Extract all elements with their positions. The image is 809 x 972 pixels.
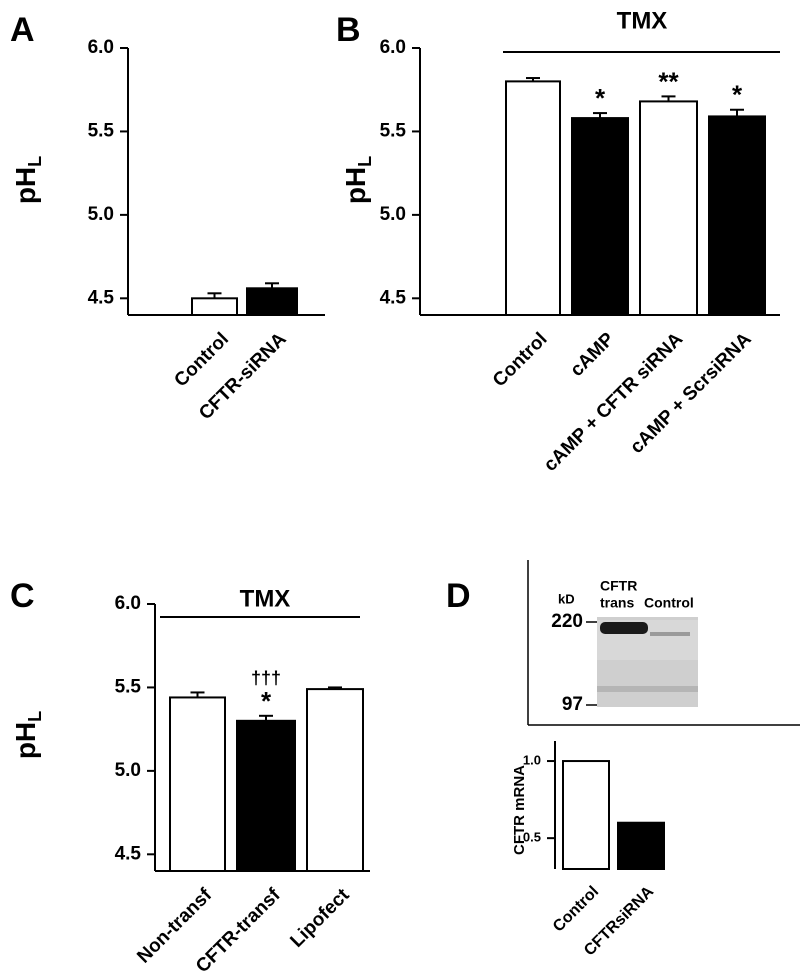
y-axis-label-main: pH: [10, 722, 41, 759]
y-tick-label: 6.0: [380, 37, 406, 58]
y-axis-label-subscript: L: [25, 156, 45, 167]
x-tick-label: cAMP + CFTR siRNA: [540, 329, 687, 476]
bar: [306, 688, 364, 873]
bar: [169, 696, 226, 873]
bar: [617, 821, 665, 870]
y-axis-label: pHL: [10, 711, 44, 759]
y-tick-label: 4.5: [115, 843, 142, 864]
y-tick-label: 5.5: [380, 120, 407, 141]
bar: [708, 115, 766, 316]
x-tick-label: Control: [550, 883, 602, 935]
y-axis-label: pHL: [340, 156, 374, 204]
y-axis-label-main: pH: [10, 167, 41, 204]
y-axis-label: pHL: [10, 156, 44, 204]
y-axis-label-main: CFTR mRNA: [511, 765, 528, 855]
blot-lane-label: CFTR: [600, 578, 637, 594]
y-tick-label: 4.5: [88, 287, 115, 308]
significance-mark: †††: [251, 668, 281, 688]
bar: [191, 297, 238, 316]
x-tick-label: cAMP: [566, 329, 618, 381]
bar: [571, 117, 629, 317]
blot-image: [527, 560, 800, 726]
panel-label: D: [446, 577, 471, 615]
y-tick-label: 6.0: [115, 593, 141, 614]
significance-mark: *: [595, 83, 606, 113]
panel-label: B: [336, 11, 361, 49]
bracket-label: TMX: [617, 7, 668, 34]
y-tick-label: 4.5: [380, 287, 407, 308]
significance-mark: **: [658, 66, 679, 96]
blot-marker-label: 97: [562, 694, 583, 715]
blot-marker-label: 220: [551, 611, 583, 632]
blot-unit-label: kD: [558, 591, 575, 606]
significance-mark: *: [732, 80, 743, 110]
bracket-label: TMX: [240, 585, 291, 612]
y-tick-label: 5.0: [380, 204, 406, 225]
y-tick-label: 0.5: [523, 830, 541, 845]
x-tick-label: Control: [489, 329, 552, 392]
panel-label: C: [10, 577, 35, 615]
bar: [236, 719, 296, 872]
y-axis-label: CFTR mRNA: [511, 765, 528, 855]
significance-mark: *: [261, 686, 272, 716]
y-tick-label: 1.0: [523, 752, 541, 767]
x-tick-label: cAMP + ScrsiRNA: [626, 329, 755, 458]
y-tick-label: 5.0: [88, 204, 114, 225]
blot-lane-label: Control: [644, 595, 694, 611]
y-tick-label: 5.5: [88, 120, 115, 141]
y-tick-label: 5.5: [115, 676, 142, 697]
y-tick-label: 5.0: [115, 760, 141, 781]
bar: [562, 760, 610, 871]
bar: [639, 100, 698, 317]
bar: [246, 287, 298, 316]
x-tick-label: Lipofect: [286, 884, 354, 952]
bar: [505, 80, 561, 316]
y-axis-label-subscript: L: [355, 156, 375, 167]
blot-lane-label: trans: [600, 595, 634, 611]
y-axis-label-subscript: L: [25, 711, 45, 722]
y-tick-label: 6.0: [88, 37, 114, 58]
panel-label: A: [10, 11, 35, 49]
y-axis-label-main: pH: [340, 167, 371, 204]
